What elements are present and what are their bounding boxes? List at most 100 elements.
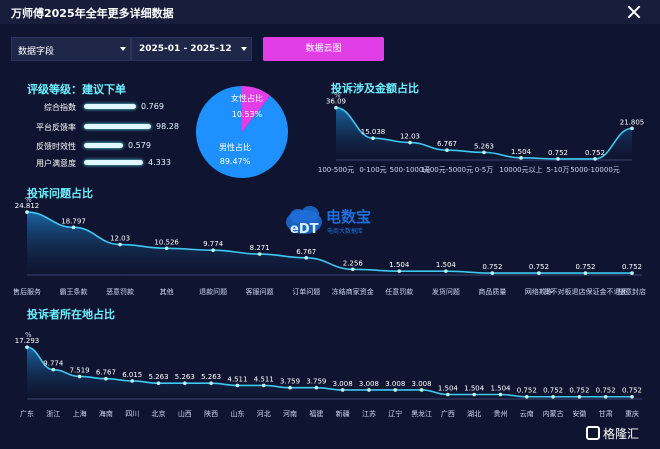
data-point — [350, 267, 355, 272]
data-point — [583, 271, 588, 275]
rating-label: 反馈时效性 — [36, 142, 76, 151]
x-tick-label: 河北 — [257, 410, 271, 418]
data-point — [551, 394, 555, 399]
x-tick-label: 北京 — [152, 409, 166, 418]
data-point — [71, 225, 76, 230]
rating-label: 用户满意度 — [36, 159, 76, 168]
x-tick-label: 5-10万 — [547, 166, 570, 174]
data-label: 0.752 — [585, 149, 605, 157]
x-tick-label: 客服问题 — [246, 287, 274, 296]
data-point — [304, 256, 309, 260]
data-label: 1.504 — [490, 384, 511, 392]
series-line — [26, 211, 632, 274]
field-select[interactable]: 数据字段 — [11, 37, 131, 61]
y-unit-label: % — [25, 331, 32, 339]
data-label: 0.752 — [622, 263, 642, 271]
gender-pie-chart: 女性占比 10.53% 男性占比 89.47% — [196, 86, 288, 178]
data-label: 1.504 — [438, 384, 459, 392]
rating-value: 4.333 — [148, 158, 171, 167]
y-unit-label: % — [25, 196, 32, 204]
data-point — [393, 388, 398, 392]
rating-label: 综合指数 — [44, 103, 76, 112]
data-point — [472, 392, 476, 397]
data-point — [211, 248, 215, 253]
data-point — [537, 271, 541, 275]
x-tick-label: 甘肃 — [599, 409, 613, 418]
data-point — [630, 394, 634, 399]
data-label: 21.805 — [620, 118, 645, 126]
data-point — [51, 367, 56, 372]
rating-heading: 评级等级：建议下单 — [27, 83, 126, 96]
x-tick-label: 货不对板退店保证金不退还 — [543, 287, 627, 296]
female-label: 女性占比 — [231, 93, 263, 103]
logo-brand: 电数宝 — [326, 208, 371, 226]
data-label: 12.03 — [110, 234, 130, 242]
data-label: 0.752 — [517, 387, 537, 395]
data-point — [371, 136, 375, 140]
location-chart-title: 投诉者所在地占比 — [27, 308, 115, 321]
issue-area-chart: %24.812 售后服务 18.797 霸王条款 12.03 恶意罚款 10.526 其他 9.… — [13, 196, 646, 296]
data-label: 0.752 — [575, 263, 595, 271]
data-label: 0.752 — [482, 263, 502, 271]
data-point — [257, 252, 262, 256]
data-label: 24.812 — [15, 202, 40, 210]
data-label: 7.519 — [70, 366, 90, 374]
data-label: 9.774 — [43, 360, 64, 368]
x-tick-label: 陕西 — [204, 409, 218, 418]
data-label: 5.263 — [201, 373, 221, 381]
data-point — [397, 269, 402, 273]
data-label: 0.752 — [569, 387, 589, 395]
female-slice — [242, 86, 271, 132]
data-label: 5.263 — [175, 373, 195, 381]
data-label: 0.752 — [543, 387, 563, 395]
area-fill — [27, 347, 632, 399]
data-label: 3.008 — [385, 380, 405, 388]
data-point — [446, 392, 450, 397]
chevron-down-icon — [120, 47, 126, 51]
x-tick-label: 霸王条款 — [60, 287, 88, 296]
data-point — [334, 105, 338, 110]
male-label: 男性占比 — [219, 142, 251, 152]
data-point — [419, 388, 424, 392]
x-tick-label: 云南 — [520, 409, 534, 418]
rating-bar — [84, 124, 151, 129]
x-tick-label: 500-1000元 — [390, 166, 431, 174]
data-cloud-button[interactable]: 数据云图 — [263, 37, 384, 61]
x-tick-label: 恶意罚款 — [106, 287, 134, 296]
logo-mark: eDT — [290, 222, 319, 237]
x-tick-label: 其他 — [160, 287, 174, 296]
x-tick-label: 湖北 — [467, 409, 481, 418]
x-tick-label: 发货问题 — [432, 287, 460, 296]
data-label: 1.504 — [511, 148, 532, 156]
x-tick-label: 四川 — [125, 410, 139, 418]
x-tick-label: 海南 — [99, 409, 113, 418]
chevron-down-icon — [241, 47, 247, 51]
female-value: 10.53% — [232, 110, 263, 119]
data-point — [261, 383, 266, 388]
area-fill — [336, 107, 632, 160]
x-tick-label: 冻结商家资金 — [332, 287, 374, 296]
data-label: 6.767 — [437, 140, 457, 148]
x-tick-label: 广西 — [441, 409, 455, 418]
data-label: 5.263 — [148, 373, 168, 381]
amount-area-chart: %36.09 100-500元 15.038 0-100元 12.03 500-1000元… — [318, 92, 645, 174]
rating-label: 平台反馈率 — [36, 123, 76, 132]
close-icon[interactable] — [626, 4, 642, 20]
title-bar: 万师傅2025年全年更多详细数据 — [0, 0, 660, 24]
data-point — [445, 148, 449, 152]
data-point — [490, 271, 495, 275]
x-tick-label: 订单问题 — [292, 287, 320, 296]
x-tick-label: 广东 — [20, 409, 34, 418]
data-label: 12.03 — [400, 133, 420, 141]
x-tick-label: 10000元以上 — [499, 165, 542, 174]
data-point — [556, 157, 560, 161]
data-point — [25, 345, 29, 349]
x-tick-label: 商品质量 — [478, 287, 506, 296]
date-range-picker[interactable]: 2025-01 - 2025-12 — [131, 37, 252, 61]
data-point — [209, 381, 213, 386]
data-point — [444, 269, 448, 273]
data-point — [118, 242, 122, 247]
data-label: 15.038 — [361, 128, 386, 136]
x-tick-label: 重庆 — [625, 409, 639, 418]
data-point — [340, 388, 345, 392]
